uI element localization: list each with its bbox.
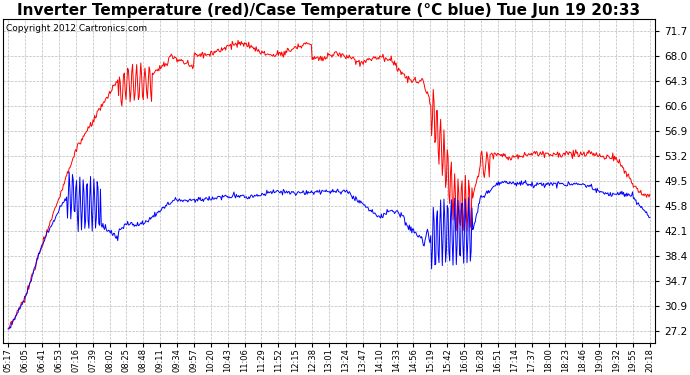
Title: Inverter Temperature (red)/Case Temperature (°C blue) Tue Jun 19 20:33: Inverter Temperature (red)/Case Temperat… (17, 3, 640, 18)
Text: Copyright 2012 Cartronics.com: Copyright 2012 Cartronics.com (6, 24, 148, 33)
